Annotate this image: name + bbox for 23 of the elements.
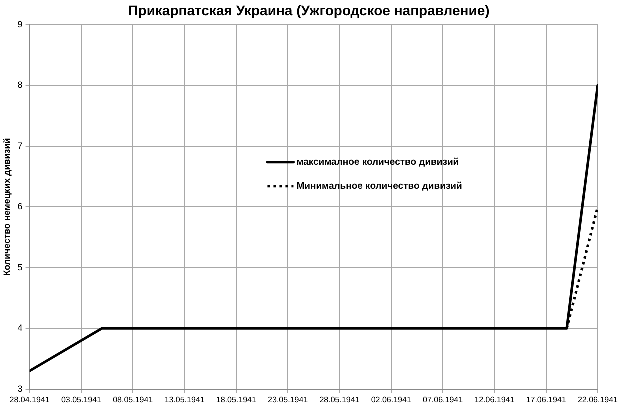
chart-title: Прикарпатская Украина (Ужгородское направление) (128, 2, 490, 18)
y-tick-label: 9 (18, 19, 23, 30)
y-tick-label: 8 (18, 80, 23, 90)
y-tick-label: 4 (18, 323, 23, 334)
x-tick-label: 17.06.1941 (526, 395, 567, 404)
legend-label: Минимальное количество дивизий (296, 180, 463, 192)
x-tick-label: 08.05.1941 (113, 395, 154, 404)
x-tick-label: 28.05.1941 (320, 395, 360, 404)
y-tick-label: 7 (18, 140, 23, 151)
x-tick-label: 22.06.1941 (578, 395, 619, 404)
x-tick-label: 12.06.1941 (474, 395, 516, 404)
y-tick-label: 5 (18, 262, 23, 272)
y-tick-label: 3 (18, 384, 23, 394)
x-tick-label: 13.05.1941 (164, 395, 206, 404)
x-tick-label: 02.06.1941 (371, 395, 412, 404)
x-tick-label: 07.06.1941 (423, 395, 464, 404)
y-tick-label: 6 (18, 202, 23, 212)
x-tick-label: 28.04.1941 (10, 395, 50, 404)
legend-label: максималное количество дивизий (296, 156, 460, 168)
x-tick-label: 23.05.1941 (268, 395, 309, 404)
x-tick-label: 18.05.1941 (216, 395, 257, 404)
x-tick-label: 03.05.1941 (61, 395, 102, 404)
y-axis-title: Количество немецких дивизий (2, 138, 12, 276)
